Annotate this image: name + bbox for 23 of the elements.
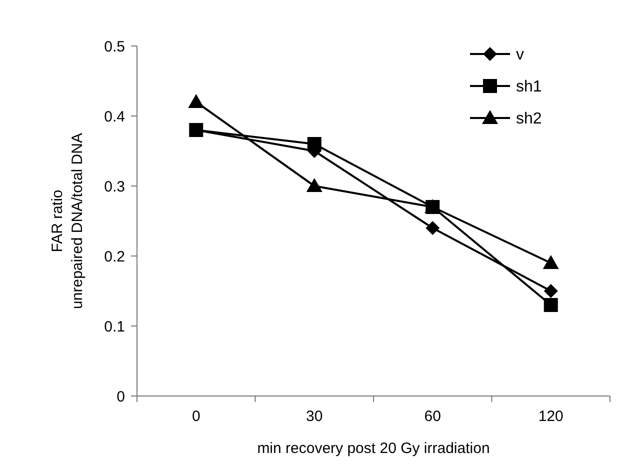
y-axis-title: FAR ratio unrepaired DNA/total DNA xyxy=(49,133,86,309)
y-tick-label: 0.2 xyxy=(104,248,125,266)
x-tick-label: 120 xyxy=(538,408,564,425)
legend-label: sh2 xyxy=(516,110,542,128)
x-tick-label: 60 xyxy=(424,408,441,425)
point xyxy=(189,123,204,137)
x-axis-title: min recovery post 20 Gy irradiation xyxy=(257,440,490,457)
point xyxy=(426,221,440,235)
y-tick-label: 0.3 xyxy=(104,178,125,196)
y-tick-label: 0 xyxy=(116,388,125,406)
x-tick-label: 30 xyxy=(306,408,323,425)
y-tick-label: 0.1 xyxy=(104,318,125,336)
x-tick-label: 0 xyxy=(192,408,200,425)
legend-label: v xyxy=(516,46,524,64)
point xyxy=(542,255,559,269)
y-tick-label: 0.4 xyxy=(104,108,125,126)
point xyxy=(188,94,204,108)
legend-label: sh1 xyxy=(516,78,542,96)
point xyxy=(307,137,322,151)
point xyxy=(544,284,558,298)
point xyxy=(306,178,322,192)
point xyxy=(544,298,558,312)
y-tick-label: 0.5 xyxy=(104,38,125,56)
